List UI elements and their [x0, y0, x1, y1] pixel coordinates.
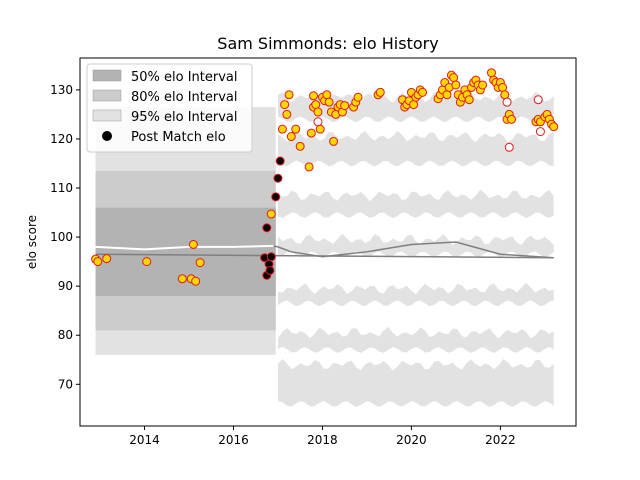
data-point	[322, 90, 332, 100]
data-point	[262, 223, 272, 233]
y-tick-label: 110	[50, 181, 73, 195]
data-point	[266, 209, 276, 219]
y-tick-label: 90	[58, 279, 73, 293]
data-point	[93, 257, 103, 267]
data-point	[418, 87, 428, 97]
data-point	[295, 141, 305, 151]
data-point	[478, 80, 488, 90]
data-point	[286, 132, 296, 142]
data-point	[195, 258, 205, 268]
post-match-points	[91, 68, 559, 286]
data-point	[277, 124, 287, 134]
band-p50	[95, 207, 276, 296]
data-point	[309, 91, 319, 101]
data-point	[188, 239, 198, 249]
data-point	[549, 122, 559, 132]
x-tick-label: 2020	[396, 433, 427, 447]
data-point	[353, 92, 363, 102]
y-tick-label: 70	[58, 377, 73, 391]
data-point	[311, 100, 321, 110]
data-point	[409, 100, 419, 110]
band-95-lower	[277, 327, 554, 353]
data-point	[266, 252, 276, 262]
x-tick-label: 2022	[485, 433, 516, 447]
band-50-mid	[277, 233, 554, 258]
data-point	[280, 100, 290, 110]
data-point	[284, 90, 294, 100]
data-point	[340, 101, 350, 111]
y-tick-label: 130	[50, 83, 73, 97]
legend-box	[86, 63, 253, 153]
band-95-bottom	[277, 358, 554, 407]
data-point	[315, 124, 325, 134]
legend-label: Post Match elo	[131, 130, 226, 145]
data-point	[533, 95, 543, 105]
y-axis: 70 80 90 100 110 120 130	[50, 83, 80, 391]
data-point	[324, 97, 334, 107]
data-point	[449, 73, 459, 83]
data-point	[486, 68, 496, 78]
legend: 50% elo Interval 80% elo Interval 95% elo …	[86, 63, 253, 153]
data-point	[177, 274, 187, 284]
elo-lines	[95, 241, 554, 259]
data-point	[275, 156, 285, 166]
legend-swatch	[92, 69, 122, 82]
band-95-upper2	[277, 130, 554, 167]
data-point	[306, 128, 316, 138]
legend-label: 50% elo Interval	[131, 70, 238, 85]
legend-label: 95% elo Interval	[131, 110, 238, 125]
data-point	[442, 90, 452, 100]
legend-swatch	[92, 109, 122, 122]
median-line-early	[95, 244, 274, 251]
data-point	[291, 124, 301, 134]
data-point	[502, 97, 512, 107]
band-80-lower	[277, 282, 554, 307]
data-point	[451, 80, 461, 90]
data-point	[273, 173, 283, 183]
data-point	[142, 257, 152, 267]
data-point	[191, 276, 201, 286]
legend-marker	[102, 131, 112, 141]
band-80-upper	[277, 189, 554, 218]
data-point	[282, 109, 292, 119]
data-point	[265, 265, 275, 275]
data-point	[504, 142, 514, 152]
data-point	[506, 114, 516, 124]
legend-label: 80% elo Interval	[131, 90, 238, 105]
data-point	[313, 107, 323, 117]
data-point	[535, 127, 545, 137]
chart-title: Sam Simmonds: elo History	[217, 34, 438, 53]
y-tick-label: 100	[50, 230, 73, 244]
x-tick-label: 2014	[129, 433, 160, 447]
data-point	[498, 82, 508, 92]
plot-frame	[79, 57, 577, 427]
data-point	[304, 162, 314, 172]
data-point	[375, 87, 385, 97]
y-tick-label: 120	[50, 132, 73, 146]
data-point	[500, 90, 510, 100]
data-point	[102, 254, 112, 264]
median-line	[273, 241, 554, 259]
x-axis: 2014 2016 2018 2020 2022	[129, 426, 516, 447]
data-point	[271, 192, 281, 202]
legend-swatch	[92, 89, 122, 102]
y-axis-label: elo score	[25, 215, 39, 269]
x-tick-label: 2018	[307, 433, 338, 447]
data-point	[313, 117, 323, 127]
y-tick-label: 80	[58, 328, 73, 342]
data-point	[329, 136, 339, 146]
data-point	[464, 95, 474, 105]
x-tick-label: 2016	[218, 433, 249, 447]
